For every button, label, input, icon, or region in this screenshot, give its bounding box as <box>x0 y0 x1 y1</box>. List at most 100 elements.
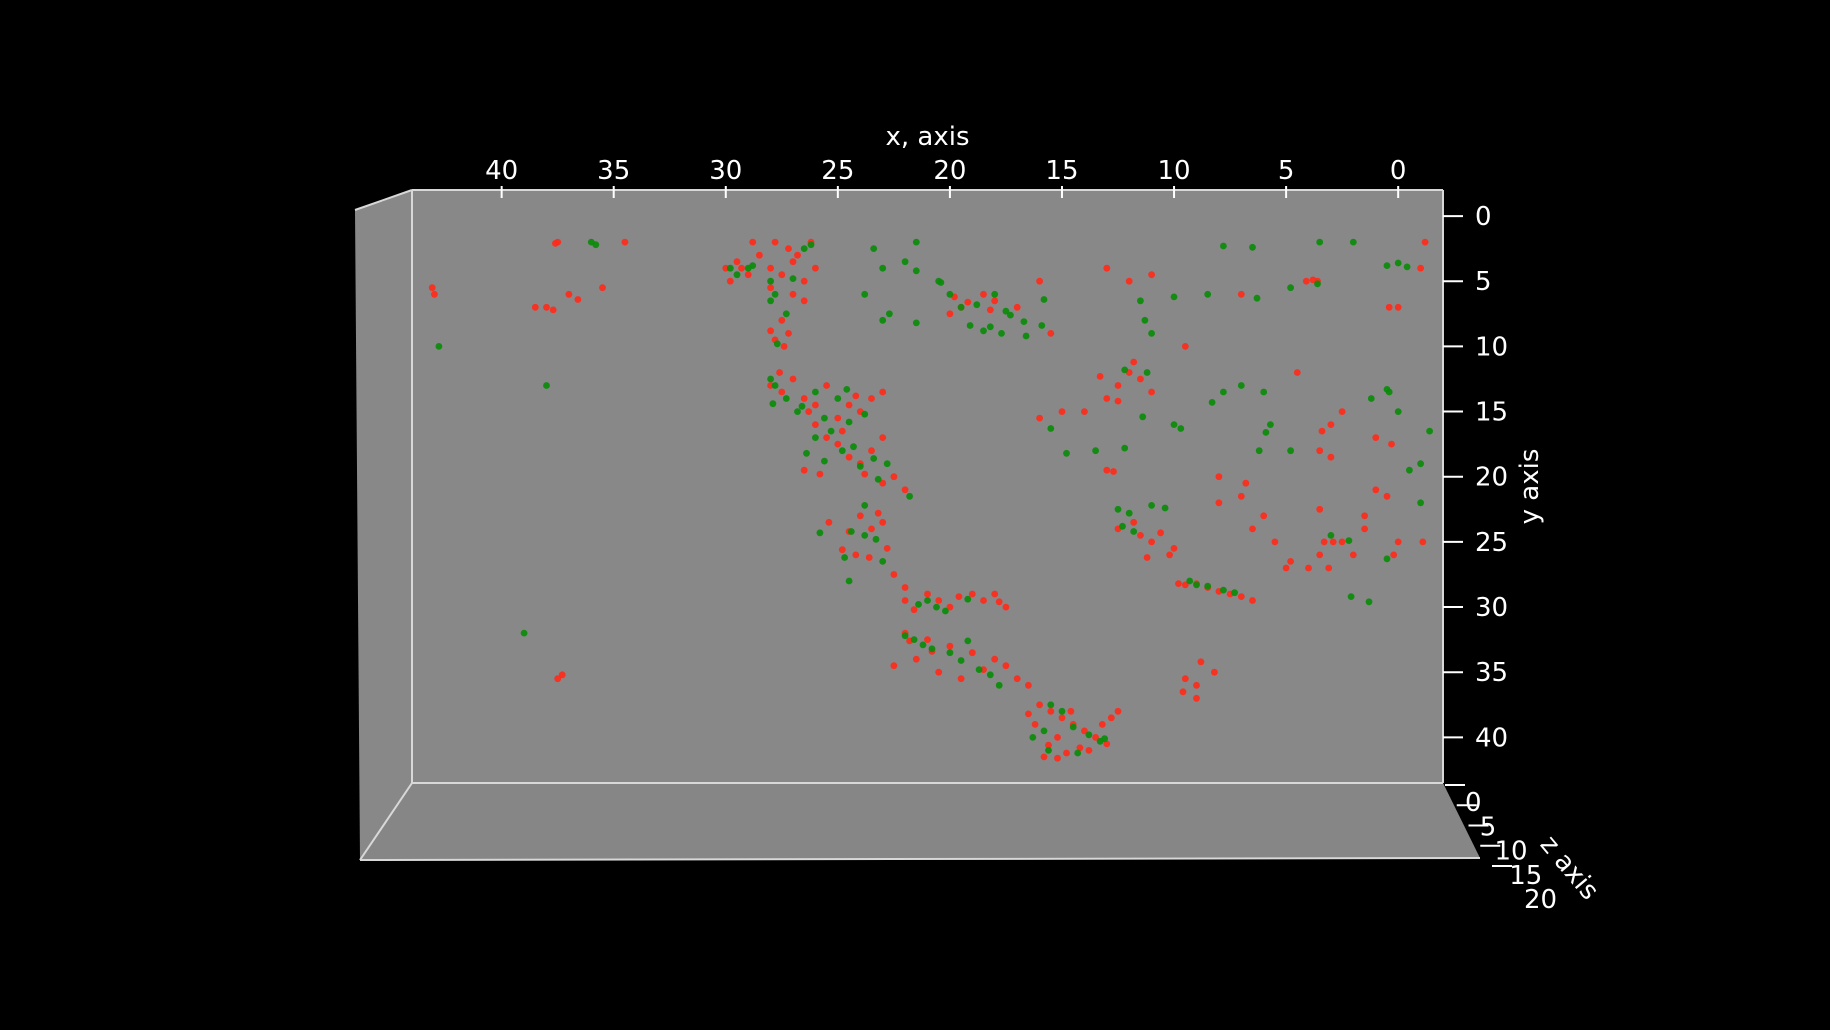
data-point-series-2 <box>942 607 949 615</box>
data-point-series-1 <box>1148 271 1155 279</box>
data-point-series-2 <box>1007 311 1014 319</box>
data-point-series-1 <box>1130 518 1138 526</box>
x-tick-label: 20 <box>933 156 966 186</box>
data-point-series-1 <box>991 297 999 305</box>
data-point-series-1 <box>1179 688 1187 696</box>
data-point-series-2 <box>946 290 954 298</box>
data-point-series-1 <box>565 290 573 298</box>
data-point-series-1 <box>780 343 788 350</box>
data-point-series-2 <box>1045 747 1052 754</box>
data-point-series-1 <box>1318 427 1326 435</box>
data-point-series-2 <box>543 382 550 389</box>
data-point-series-1 <box>924 636 931 643</box>
data-point-series-2 <box>964 595 972 603</box>
data-point-series-1 <box>812 421 819 428</box>
data-point-series-1 <box>733 258 741 266</box>
data-point-series-1 <box>756 251 763 259</box>
data-point-series-1 <box>980 290 987 298</box>
data-point-series-1 <box>1137 375 1144 383</box>
data-point-series-1 <box>1054 754 1061 762</box>
data-point-series-1 <box>1181 675 1189 683</box>
back-pane <box>412 190 1443 783</box>
data-point-series-2 <box>883 460 891 468</box>
data-point-series-2 <box>1161 504 1169 512</box>
data-point-series-1 <box>1309 276 1317 284</box>
data-point-series-1 <box>776 369 783 376</box>
data-point-series-1 <box>785 330 792 337</box>
data-point-series-1 <box>1249 597 1256 604</box>
data-point-series-2 <box>874 475 882 483</box>
data-point-series-2 <box>845 418 853 426</box>
data-point-series-2 <box>1069 723 1077 731</box>
data-point-series-1 <box>1215 499 1223 507</box>
data-point-series-2 <box>879 264 887 272</box>
data-point-series-2 <box>964 637 972 645</box>
data-point-series-2 <box>767 297 774 305</box>
data-point-series-2 <box>1365 598 1373 606</box>
data-point-series-2 <box>1022 332 1030 340</box>
data-point-series-1 <box>1013 675 1021 683</box>
data-point-series-1 <box>879 434 887 441</box>
data-point-series-1 <box>852 551 860 559</box>
data-point-series-1 <box>789 290 797 298</box>
data-point-series-1 <box>834 414 842 422</box>
data-point-series-2 <box>879 316 887 324</box>
data-point-series-2 <box>771 290 779 298</box>
data-point-series-1 <box>621 238 629 246</box>
data-point-series-1 <box>558 671 566 679</box>
data-point-series-2 <box>1040 727 1048 735</box>
data-point-series-1 <box>1114 397 1122 405</box>
data-point-series-2 <box>1101 735 1108 743</box>
data-point-series-1 <box>1092 734 1099 741</box>
data-point-series-1 <box>1327 421 1335 428</box>
data-point-series-1 <box>800 466 808 474</box>
data-point-series-1 <box>574 296 582 303</box>
data-point-series-2 <box>1417 499 1424 507</box>
data-point-series-2 <box>1253 294 1261 302</box>
data-point-series-1 <box>901 597 909 604</box>
data-point-series-1 <box>935 668 943 676</box>
data-point-series-2 <box>435 343 443 350</box>
x-tick-label: 5 <box>1278 156 1295 186</box>
data-point-series-2 <box>733 271 741 279</box>
data-point-series-1 <box>1114 382 1122 389</box>
z-tick-label: 5 <box>1480 812 1497 842</box>
y-tick-label: 25 <box>1475 528 1508 558</box>
data-point-series-1 <box>1316 505 1324 513</box>
data-point-series-2 <box>957 303 965 311</box>
data-point-series-1 <box>890 662 898 670</box>
data-point-series-1 <box>1249 525 1256 533</box>
data-point-series-1 <box>1417 264 1424 272</box>
data-point-series-2 <box>782 310 790 318</box>
y-tick-label: 15 <box>1475 398 1508 428</box>
data-point-series-2 <box>1406 466 1413 474</box>
data-point-series-1 <box>1143 554 1151 561</box>
data-point-series-2 <box>1394 259 1402 267</box>
data-point-series-1 <box>1031 721 1039 728</box>
data-point-series-1 <box>838 427 846 435</box>
data-point-series-2 <box>749 262 757 269</box>
data-point-series-2 <box>1316 238 1324 246</box>
data-point-series-1 <box>946 603 954 611</box>
data-point-series-2 <box>1345 537 1353 544</box>
data-point-series-2 <box>1170 421 1178 428</box>
data-point-series-1 <box>1103 466 1111 474</box>
data-point-series-1 <box>946 642 954 650</box>
data-point-series-1 <box>749 238 757 246</box>
data-point-series-1 <box>785 245 792 253</box>
data-point-series-2 <box>919 641 927 649</box>
data-point-series-1 <box>1349 551 1357 559</box>
data-point-series-2 <box>991 290 999 298</box>
data-point-series-1 <box>991 590 999 598</box>
data-point-series-2 <box>1047 701 1055 709</box>
data-point-series-2 <box>1139 413 1147 421</box>
data-point-series-1 <box>868 447 875 455</box>
data-point-series-1 <box>1305 564 1312 572</box>
x-axis-ticks: 40 35 30 25 20 15 10 5 0 <box>485 156 1406 198</box>
data-point-series-2 <box>906 492 913 500</box>
data-point-series-1 <box>1237 492 1245 500</box>
data-point-series-2 <box>872 535 880 543</box>
data-point-series-1 <box>1181 581 1189 589</box>
data-point-series-2 <box>726 264 734 272</box>
